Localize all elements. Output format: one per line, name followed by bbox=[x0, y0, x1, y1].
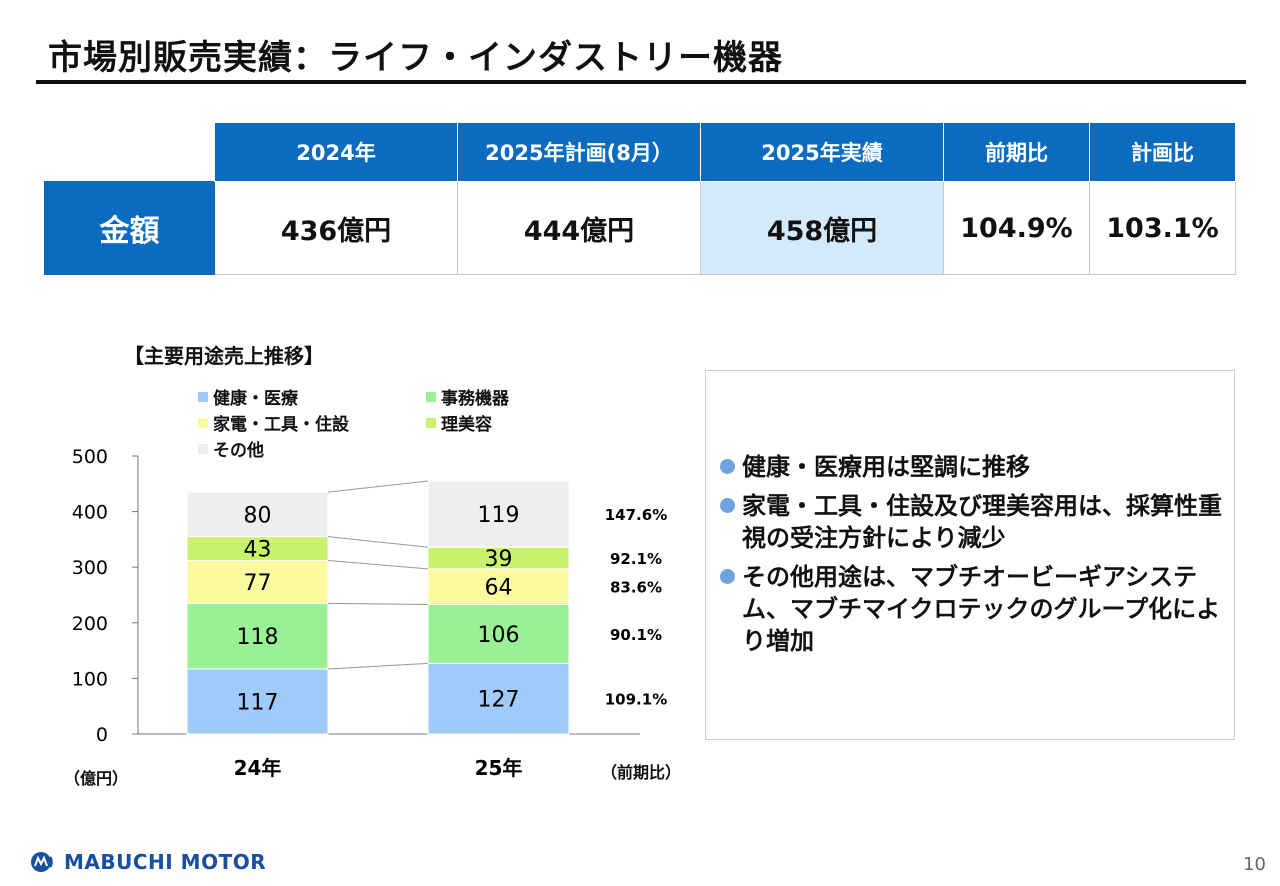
connector-line bbox=[327, 662, 429, 670]
y-tick-label: 200 bbox=[72, 613, 108, 635]
growth-ratio-label: 92.1% bbox=[610, 550, 662, 568]
connector-line bbox=[327, 560, 429, 570]
legend-item-health-medical: 健康・医療 bbox=[198, 384, 298, 409]
bullet-item: 健康・医療用は堅調に推移 bbox=[720, 451, 1224, 483]
connector-line bbox=[327, 480, 429, 493]
mabuchi-logo-icon bbox=[31, 852, 53, 872]
growth-ratio-label: 147.6% bbox=[605, 506, 667, 524]
summary-header-row: 2024年 2025年計画(8月） 2025年実績 前期比 計画比 bbox=[44, 122, 1236, 182]
bullet-text: 健康・医療用は堅調に推移 bbox=[742, 453, 1030, 481]
legend-item-appliance: 家電・工具・住設 bbox=[198, 410, 349, 435]
y-tick-label: 500 bbox=[72, 446, 108, 468]
bullet-item: その他用途は、マブチオービーギアシステム、マブチマイクロテックのグループ化により… bbox=[720, 561, 1224, 657]
summary-bullets-box: 健康・医療用は堅調に推移 家電・工具・住設及び理美容用は、採算性重視の受注方針に… bbox=[705, 370, 1235, 740]
y-tick-label: 300 bbox=[72, 557, 108, 579]
y-tick-label: 100 bbox=[72, 668, 108, 690]
growth-ratio-label: 109.1% bbox=[605, 691, 667, 709]
connector-line bbox=[327, 602, 429, 605]
summary-header-yoy: 前期比 bbox=[943, 122, 1090, 182]
summary-value-row: 金額 436億円 444億円 458億円 104.9% 103.1% bbox=[44, 181, 1236, 275]
y-tick-label: 0 bbox=[96, 724, 108, 746]
legend-item-other: その他 bbox=[198, 436, 264, 461]
legend-item-office: 事務機器 bbox=[426, 384, 509, 409]
bar-value-label: 117 bbox=[237, 690, 279, 715]
bar-value-label: 80 bbox=[244, 503, 272, 528]
bar-value-label: 77 bbox=[244, 571, 272, 596]
legend-swatch bbox=[198, 391, 208, 402]
logo-text: MABUCHI MOTOR bbox=[64, 850, 267, 874]
bullet-text: その他用途は、マブチオービーギアシステム、マブチマイクロテックのグループ化により… bbox=[742, 563, 1221, 655]
summary-value-vs-plan: 103.1% bbox=[1089, 181, 1236, 275]
x-tick-label: 24年 bbox=[234, 756, 282, 780]
y-tick-label: 400 bbox=[72, 502, 108, 524]
legend-label: その他 bbox=[213, 441, 264, 461]
legend-swatch bbox=[198, 443, 208, 454]
bullet-dot bbox=[720, 569, 735, 584]
bar-segment bbox=[427, 480, 570, 548]
bar-segment bbox=[427, 603, 570, 664]
summary-corner bbox=[44, 122, 215, 182]
summary-row-label: 金額 bbox=[44, 181, 215, 275]
legend-label: 家電・工具・住設 bbox=[213, 415, 349, 435]
bullet-item: 家電・工具・住設及び理美容用は、採算性重視の受注方針により減少 bbox=[720, 490, 1224, 554]
bar-value-label: 43 bbox=[244, 538, 272, 563]
bar-value-label: 64 bbox=[485, 576, 513, 601]
growth-ratio-label: 83.6% bbox=[610, 579, 662, 597]
legend-label: 理美容 bbox=[441, 415, 492, 435]
summary-value-yoy: 104.9% bbox=[943, 181, 1090, 275]
growth-header: （前期比） bbox=[601, 763, 682, 782]
bar-segment bbox=[427, 662, 570, 735]
legend-swatch bbox=[198, 417, 208, 428]
company-logo: MABUCHI MOTOR bbox=[30, 850, 266, 874]
bullet-dot bbox=[720, 459, 735, 474]
growth-ratio-label: 90.1% bbox=[610, 626, 662, 644]
summary-header-2025-plan: 2025年計画(8月） bbox=[457, 122, 701, 182]
y-axis-unit: （億円） bbox=[64, 769, 129, 788]
legend-label: 健康・医療 bbox=[213, 389, 298, 409]
legend-label: 事務機器 bbox=[441, 389, 509, 409]
page-title: 市場別販売実績：ライフ・インダストリー機器 bbox=[48, 38, 783, 78]
bar-segment bbox=[427, 568, 570, 605]
legend-swatch bbox=[426, 391, 436, 402]
summary-table: 2024年 2025年計画(8月） 2025年実績 前期比 計画比 金額 436… bbox=[44, 122, 1236, 275]
bar-value-label: 106 bbox=[478, 623, 520, 648]
bar-value-label: 39 bbox=[485, 547, 513, 572]
summary-value-2025-plan: 444億円 bbox=[457, 181, 701, 275]
x-tick-label: 25年 bbox=[475, 756, 523, 780]
legend-swatch bbox=[426, 417, 436, 428]
bar-value-label: 118 bbox=[237, 625, 279, 650]
bullet-text: 家電・工具・住設及び理美容用は、採算性重視の受注方針により減少 bbox=[742, 492, 1222, 552]
summary-value-2024: 436億円 bbox=[214, 181, 458, 275]
legend-item-beauty: 理美容 bbox=[426, 410, 492, 435]
summary-header-vs-plan: 計画比 bbox=[1089, 122, 1236, 182]
summary-value-2025-actual: 458億円 bbox=[700, 181, 944, 275]
title-divider bbox=[36, 80, 1246, 84]
bar-value-label: 127 bbox=[478, 688, 520, 713]
bar-segment bbox=[186, 560, 329, 604]
bar-segment bbox=[186, 602, 329, 670]
bullet-dot bbox=[720, 498, 735, 513]
page-number: 10 bbox=[1243, 854, 1266, 875]
chart-title: 【主要用途売上推移】 bbox=[124, 344, 324, 368]
connector-line bbox=[327, 536, 429, 548]
bar-value-label: 119 bbox=[478, 503, 520, 528]
bar-segment bbox=[186, 668, 329, 735]
bar-segment bbox=[186, 491, 329, 538]
summary-header-2025-actual: 2025年実績 bbox=[700, 122, 944, 182]
